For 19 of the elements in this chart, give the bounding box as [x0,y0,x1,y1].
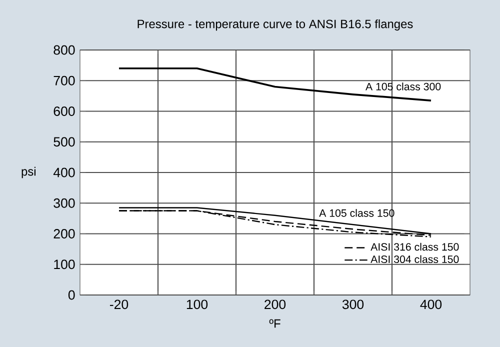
y-tick-label: 400 [53,168,75,178]
y-tick-label: 500 [54,137,75,147]
x-axis-title: ºF [269,319,280,328]
x-tick-label: -20 [110,300,128,310]
y-axis-title: psi [22,166,36,178]
x-tick-label: 300 [342,300,364,310]
y-tick-label: 800 [54,45,75,55]
y-tick-label: 200 [54,229,75,238]
y-tick-label: 0 [68,290,75,300]
y-tick-label: 300 [54,198,75,208]
x-tick-label: 100 [186,300,208,310]
y-tick-label: 600 [54,106,75,116]
x-tick-label: 400 [420,300,442,310]
legend-label: AISI 316 class 150 [370,242,459,251]
y-tick-label: 700 [54,76,75,86]
legend-label: AISI 304 class 150 [370,255,459,264]
x-tick-label: 200 [264,300,286,310]
y-tick-label: 100 [54,260,75,270]
chart-title: Pressure - temperature curve to ANSI B16.5 flanges [138,19,413,31]
